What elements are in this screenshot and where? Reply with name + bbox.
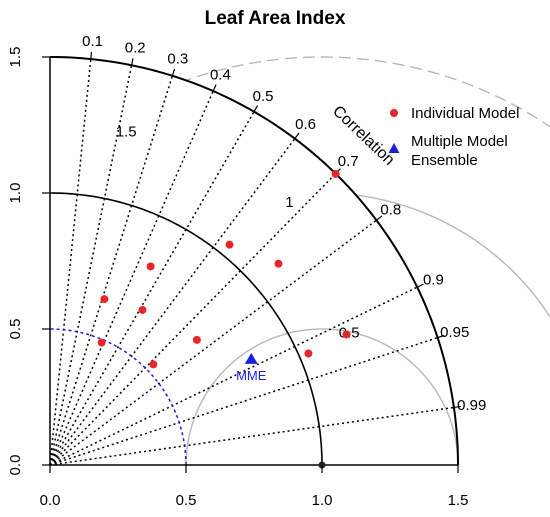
correlation-ray	[49, 138, 296, 466]
correlation-tick-label: 0.5	[253, 88, 274, 105]
model-point	[192, 335, 201, 344]
model-point	[225, 240, 234, 249]
correlation-tick-label: 0.8	[380, 201, 401, 218]
reference-std-arc	[49, 192, 323, 466]
correlation-ray	[49, 219, 377, 466]
model-point	[146, 262, 155, 271]
x-tick-label: 0.5	[176, 492, 197, 509]
x-tick-label: 0.0	[40, 492, 61, 509]
correlation-ray	[49, 65, 133, 466]
correlation-ray	[49, 406, 455, 466]
mme-std-arc	[49, 328, 187, 466]
rmsd-contour-label: 1.5	[116, 123, 137, 140]
rmsd-contour	[355, 194, 550, 318]
y-tick-label: 1.0	[7, 183, 24, 204]
legend-individual-label: Individual Model	[411, 105, 519, 122]
y-tick-label: 1.5	[7, 47, 24, 68]
correlation-tick	[376, 215, 383, 221]
model-point	[138, 305, 147, 314]
y-tick-label: 0.5	[7, 319, 24, 340]
correlation-tick	[212, 84, 217, 92]
correlation-tick	[437, 334, 445, 339]
correlation-tick	[171, 68, 176, 76]
model-point	[342, 330, 351, 339]
legend: Individual Model Multiple Model Ensemble	[388, 105, 519, 169]
points-layer: MME	[97, 169, 351, 383]
model-point	[304, 349, 313, 358]
model-point	[274, 259, 283, 268]
correlation-tick-label: 0.4	[210, 67, 231, 84]
model-point	[149, 360, 158, 369]
legend-mme-label-line1: Multiple Model	[411, 133, 508, 150]
legend-mme-label-line2: Ensemble	[411, 152, 478, 169]
model-point	[100, 295, 109, 304]
correlation-tick	[416, 283, 424, 288]
mme-point	[244, 352, 258, 364]
correlation-tick-label: 0.7	[338, 153, 359, 170]
correlation-tick-label: 0.3	[167, 51, 188, 68]
correlation-ray	[49, 75, 174, 466]
chart-title: Leaf Area Index	[205, 8, 346, 29]
correlation-tick-label: 0.1	[82, 33, 103, 50]
correlation-ray	[49, 58, 92, 466]
correlation-tick-label: 0.9	[423, 271, 444, 288]
x-tick-label: 1.0	[312, 492, 333, 509]
legend-mme-marker	[388, 143, 400, 153]
model-point	[97, 338, 106, 347]
correlation-tick	[253, 105, 259, 112]
correlation-tick	[294, 132, 300, 139]
correlation-tick-label: 0.95	[440, 324, 469, 341]
correlation-tick	[453, 405, 461, 409]
correlation-ray	[49, 286, 418, 466]
x-tick-label: 1.5	[448, 492, 469, 509]
grid-layer: 0.5 1 1.5	[49, 56, 550, 466]
rmsd-contour	[185, 328, 459, 466]
correlation-ray	[49, 90, 214, 466]
legend-individual-marker	[390, 109, 398, 117]
rmsd-contour-label: 1	[285, 194, 293, 211]
correlation-ray	[49, 336, 438, 466]
correlation-tick-label: 0.99	[457, 397, 486, 414]
outer-arc	[49, 56, 459, 466]
rmsd-contour	[185, 56, 550, 128]
mme-point-label: MME	[236, 368, 267, 383]
correlation-ray	[49, 111, 255, 466]
correlation-tick	[90, 52, 93, 60]
correlation-tick-label: 0.6	[295, 116, 316, 133]
model-point	[331, 169, 340, 178]
correlation-tick-label: 0.2	[125, 40, 146, 57]
correlation-tick	[131, 58, 134, 66]
y-tick-label: 0.0	[7, 455, 24, 476]
